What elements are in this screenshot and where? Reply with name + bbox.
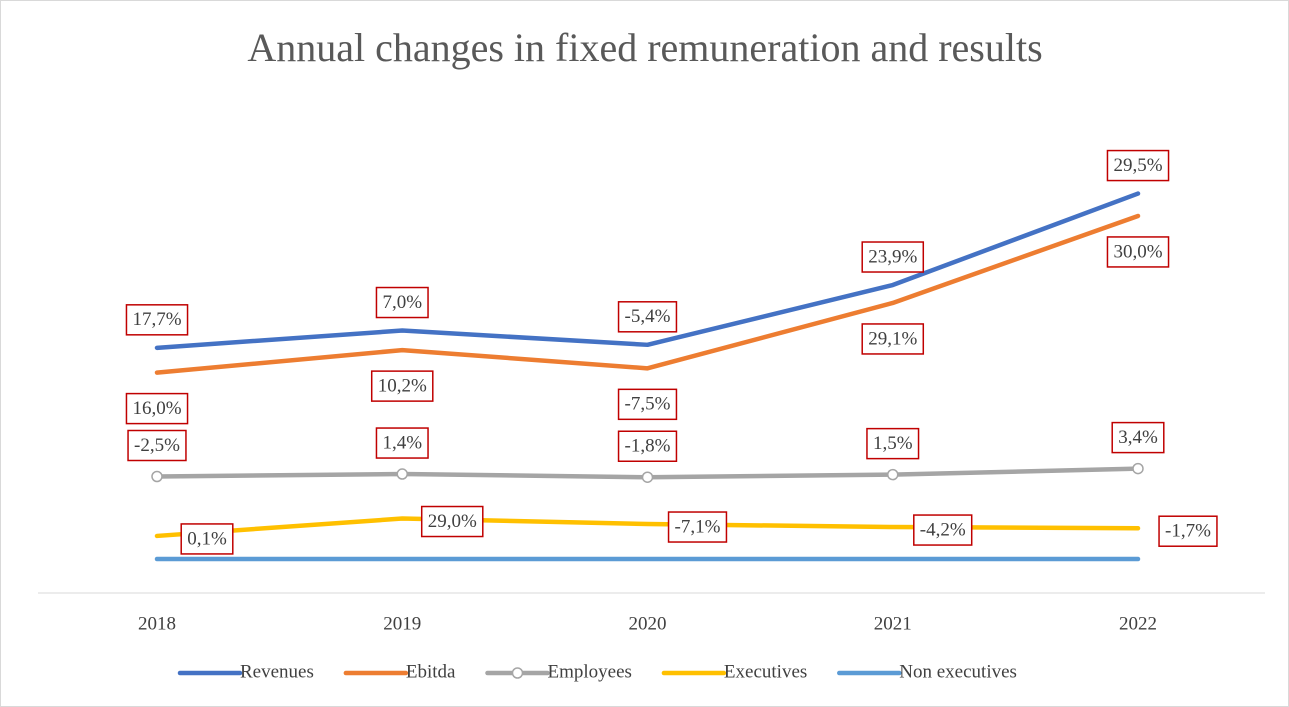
marker bbox=[151, 470, 163, 483]
data-label: 16,0% bbox=[132, 398, 181, 419]
data-label-box bbox=[420, 505, 484, 538]
legend-label: Executives bbox=[724, 661, 807, 682]
data-label: -5,4% bbox=[625, 306, 671, 327]
data-label-box bbox=[125, 304, 189, 336]
legend-label: Revenues bbox=[240, 661, 314, 682]
data-label-box bbox=[180, 523, 234, 555]
x-tick-label: 2021 bbox=[874, 613, 912, 634]
legend-marker bbox=[511, 667, 524, 679]
data-label: 0,1% bbox=[187, 528, 227, 549]
x-tick-label: 2018 bbox=[138, 613, 176, 634]
data-label: 17,7% bbox=[132, 309, 181, 330]
data-label: 23,9% bbox=[868, 246, 917, 267]
data-label-box bbox=[370, 370, 434, 402]
marker bbox=[396, 468, 408, 480]
data-label-box bbox=[1106, 149, 1170, 182]
data-label-box bbox=[617, 430, 678, 462]
legend-label: Employees bbox=[547, 661, 631, 682]
data-label-box bbox=[866, 427, 920, 460]
data-label: 10,2% bbox=[378, 375, 427, 396]
data-label-box bbox=[861, 323, 925, 355]
data-label: -7,1% bbox=[675, 516, 721, 537]
data-label: 29,1% bbox=[868, 328, 917, 349]
x-tick-label: 2019 bbox=[383, 613, 421, 634]
series-line bbox=[154, 191, 1141, 351]
data-label: 30,0% bbox=[1113, 241, 1162, 262]
x-tick-label: 2022 bbox=[1119, 613, 1157, 634]
data-label: -2,5% bbox=[134, 435, 180, 456]
data-label: -1,7% bbox=[1165, 521, 1211, 542]
data-label-box bbox=[125, 392, 189, 425]
data-label-box bbox=[1158, 515, 1218, 547]
data-label-box bbox=[127, 429, 187, 462]
data-label-box bbox=[1111, 421, 1165, 454]
data-label-box bbox=[617, 388, 678, 421]
data-label: 29,0% bbox=[428, 511, 477, 532]
data-label: 29,5% bbox=[1113, 155, 1162, 176]
marker bbox=[1132, 462, 1144, 475]
data-label-box bbox=[861, 241, 925, 273]
data-label-box bbox=[375, 427, 429, 459]
data-label-box bbox=[913, 514, 973, 546]
legend-label: Ebitda bbox=[406, 661, 456, 682]
data-label-box bbox=[667, 511, 728, 543]
data-label: 1,4% bbox=[382, 432, 422, 453]
series-line bbox=[154, 213, 1141, 375]
x-tick-label: 2020 bbox=[629, 613, 667, 634]
data-label: 3,4% bbox=[1118, 427, 1158, 448]
legend-label: Non executives bbox=[899, 661, 1017, 682]
data-label: -7,5% bbox=[625, 394, 671, 415]
data-label: 7,0% bbox=[382, 292, 422, 313]
marker bbox=[641, 471, 654, 483]
data-label-box bbox=[1106, 236, 1170, 268]
data-label-box bbox=[375, 286, 429, 319]
data-label: -1,8% bbox=[625, 436, 671, 457]
chart-title: Annual changes in fixed remuneration and… bbox=[247, 25, 1042, 70]
data-label: 1,5% bbox=[873, 433, 913, 454]
marker bbox=[887, 468, 899, 481]
data-label-box bbox=[617, 301, 678, 333]
series-line bbox=[154, 516, 1141, 539]
data-label: -4,2% bbox=[920, 519, 966, 540]
